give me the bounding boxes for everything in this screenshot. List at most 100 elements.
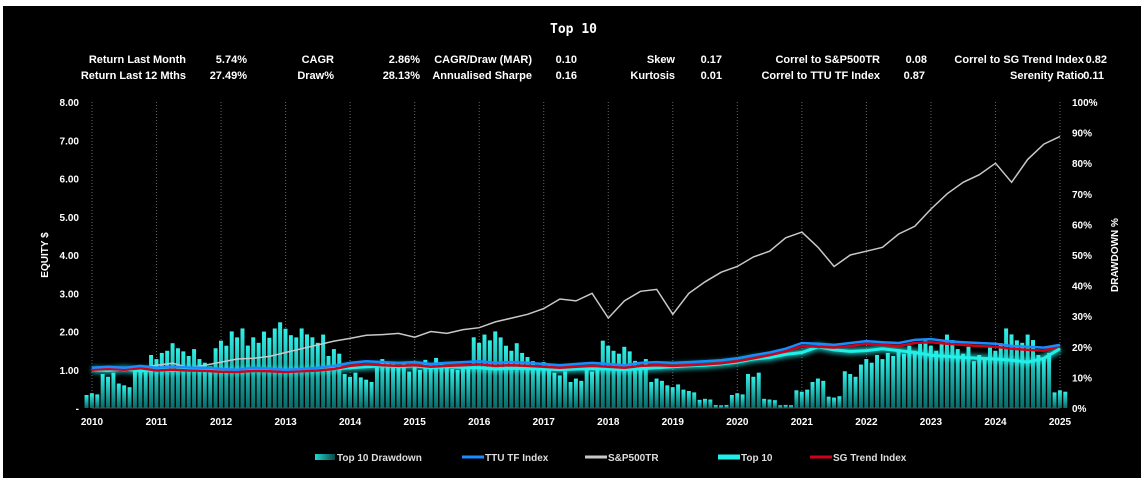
y-tick-label: 4.00 xyxy=(60,251,80,262)
drawdown-bar xyxy=(697,399,702,408)
drawdown-bar xyxy=(391,363,396,408)
drawdown-bar xyxy=(1052,392,1057,408)
drawdown-bar xyxy=(218,340,223,408)
drawdown-bar xyxy=(122,385,127,408)
drawdown-bar xyxy=(348,376,353,408)
drawdown-bar xyxy=(256,342,261,408)
x-tick-label: 2010 xyxy=(81,417,104,428)
drawdown-bar xyxy=(885,352,890,408)
drawdown-bar xyxy=(627,351,632,408)
drawdown-bar xyxy=(84,394,89,408)
drawdown-bar xyxy=(853,376,858,408)
drawdown-bar xyxy=(740,394,745,408)
drawdown-bar xyxy=(369,381,374,408)
drawdown-bar xyxy=(455,369,460,408)
stat-value: 27.49% xyxy=(209,70,247,82)
drawdown-bar xyxy=(676,384,681,408)
drawdown-bar xyxy=(450,368,455,408)
y2-tick-label: 0% xyxy=(1072,404,1087,415)
drawdown-bar xyxy=(95,394,100,408)
y2-tick-label: 10% xyxy=(1072,373,1092,384)
drawdown-bar xyxy=(100,374,105,408)
drawdown-bar xyxy=(380,359,385,408)
drawdown-bar xyxy=(385,362,390,408)
drawdown-bar xyxy=(810,381,815,408)
drawdown-bar xyxy=(509,350,514,408)
drawdown-bar xyxy=(821,380,826,408)
drawdown-bar xyxy=(460,365,465,408)
drawdown-bar xyxy=(869,362,874,408)
stat-value: 0.08 xyxy=(905,54,927,66)
stat-label: Return Last 12 Mths xyxy=(80,70,186,82)
drawdown-bar xyxy=(1009,334,1014,408)
drawdown-bar xyxy=(998,343,1003,408)
drawdown-bar xyxy=(439,362,444,408)
x-tick-label: 2024 xyxy=(984,417,1007,428)
drawdown-bar xyxy=(127,387,132,408)
drawdown-bar xyxy=(208,366,213,408)
drawdown-bar xyxy=(746,374,750,408)
x-tick-label: 2015 xyxy=(404,417,427,428)
drawdown-bar xyxy=(245,345,250,408)
drawdown-bar xyxy=(918,343,923,408)
drawdown-bar xyxy=(159,352,164,408)
drawdown-bar xyxy=(552,372,557,408)
drawdown-bar xyxy=(423,359,428,408)
drawdown-bar xyxy=(326,355,331,408)
drawdown-bar xyxy=(815,378,820,408)
stat-label: Correl to S&P500TR xyxy=(775,54,880,66)
drawdown-bar xyxy=(175,348,180,408)
drawdown-bar xyxy=(547,365,551,408)
drawdown-bar xyxy=(767,399,772,408)
drawdown-bar xyxy=(111,372,116,408)
axes: 2010 2011 2012 2013 2014 2015 2016 2017 2018 2019… xyxy=(60,98,1098,428)
y-tick-label: 6.00 xyxy=(60,175,80,186)
chart-title: Top 10 xyxy=(550,22,597,37)
drawdown-bar xyxy=(891,355,896,408)
drawdown-bar xyxy=(1014,340,1019,408)
drawdown-bar xyxy=(358,377,363,408)
ttu-tf-index-line xyxy=(91,337,1061,372)
drawdown-bar xyxy=(939,342,944,408)
drawdown-bar xyxy=(541,362,546,408)
drawdown-bar xyxy=(186,355,191,408)
drawdown-bar xyxy=(401,362,406,408)
drawdown-bar xyxy=(407,371,412,408)
drawdown-bar xyxy=(331,349,336,408)
drawdown-bar xyxy=(928,345,933,408)
y2-tick-label: 100% xyxy=(1072,98,1098,109)
drawdown-bar xyxy=(197,359,202,408)
y-tick-label: 1.00 xyxy=(60,366,80,377)
drawdown-bar xyxy=(337,353,342,408)
drawdown-bar xyxy=(832,397,837,408)
drawdown-bar xyxy=(702,398,707,408)
legend: Top 10 Drawdown TTU TF Index S&P500TR Top 1… xyxy=(315,453,907,464)
drawdown-bar xyxy=(735,393,740,408)
drawdown-bar xyxy=(950,340,955,408)
drawdown-bar xyxy=(988,345,992,408)
drawdown-bar xyxy=(498,337,503,408)
drawdown-bar xyxy=(132,369,137,408)
stat-label: Kurtosis xyxy=(630,70,675,82)
drawdown-bar xyxy=(224,345,229,408)
drawdown-bar xyxy=(670,387,675,408)
drawdown-bar xyxy=(1063,391,1068,408)
drawdown-bar xyxy=(944,334,949,408)
drawdown-bar xyxy=(568,381,573,408)
s-p500tr-line xyxy=(91,135,1061,372)
stat-label: Correl to SG Trend Index xyxy=(954,54,1084,66)
y-tick-label: 3.00 xyxy=(60,289,80,300)
drawdown-bar xyxy=(1020,342,1025,408)
drawdown-bar xyxy=(557,375,562,408)
drawdown-bar xyxy=(1025,334,1030,408)
drawdown-bar xyxy=(875,354,880,408)
legend-label-top-10: Top 10 xyxy=(741,453,773,464)
stat-label: Serenity Ratio xyxy=(1010,70,1084,82)
x-tick-label: 2018 xyxy=(597,417,620,428)
drawdown-bar xyxy=(89,393,94,408)
stat-value: 28.13% xyxy=(382,70,420,82)
x-tick-label: 2012 xyxy=(210,417,233,428)
stat-value: 0.87 xyxy=(903,70,925,82)
y2-tick-label: 50% xyxy=(1072,251,1092,262)
drawdown-bar xyxy=(1031,340,1035,408)
